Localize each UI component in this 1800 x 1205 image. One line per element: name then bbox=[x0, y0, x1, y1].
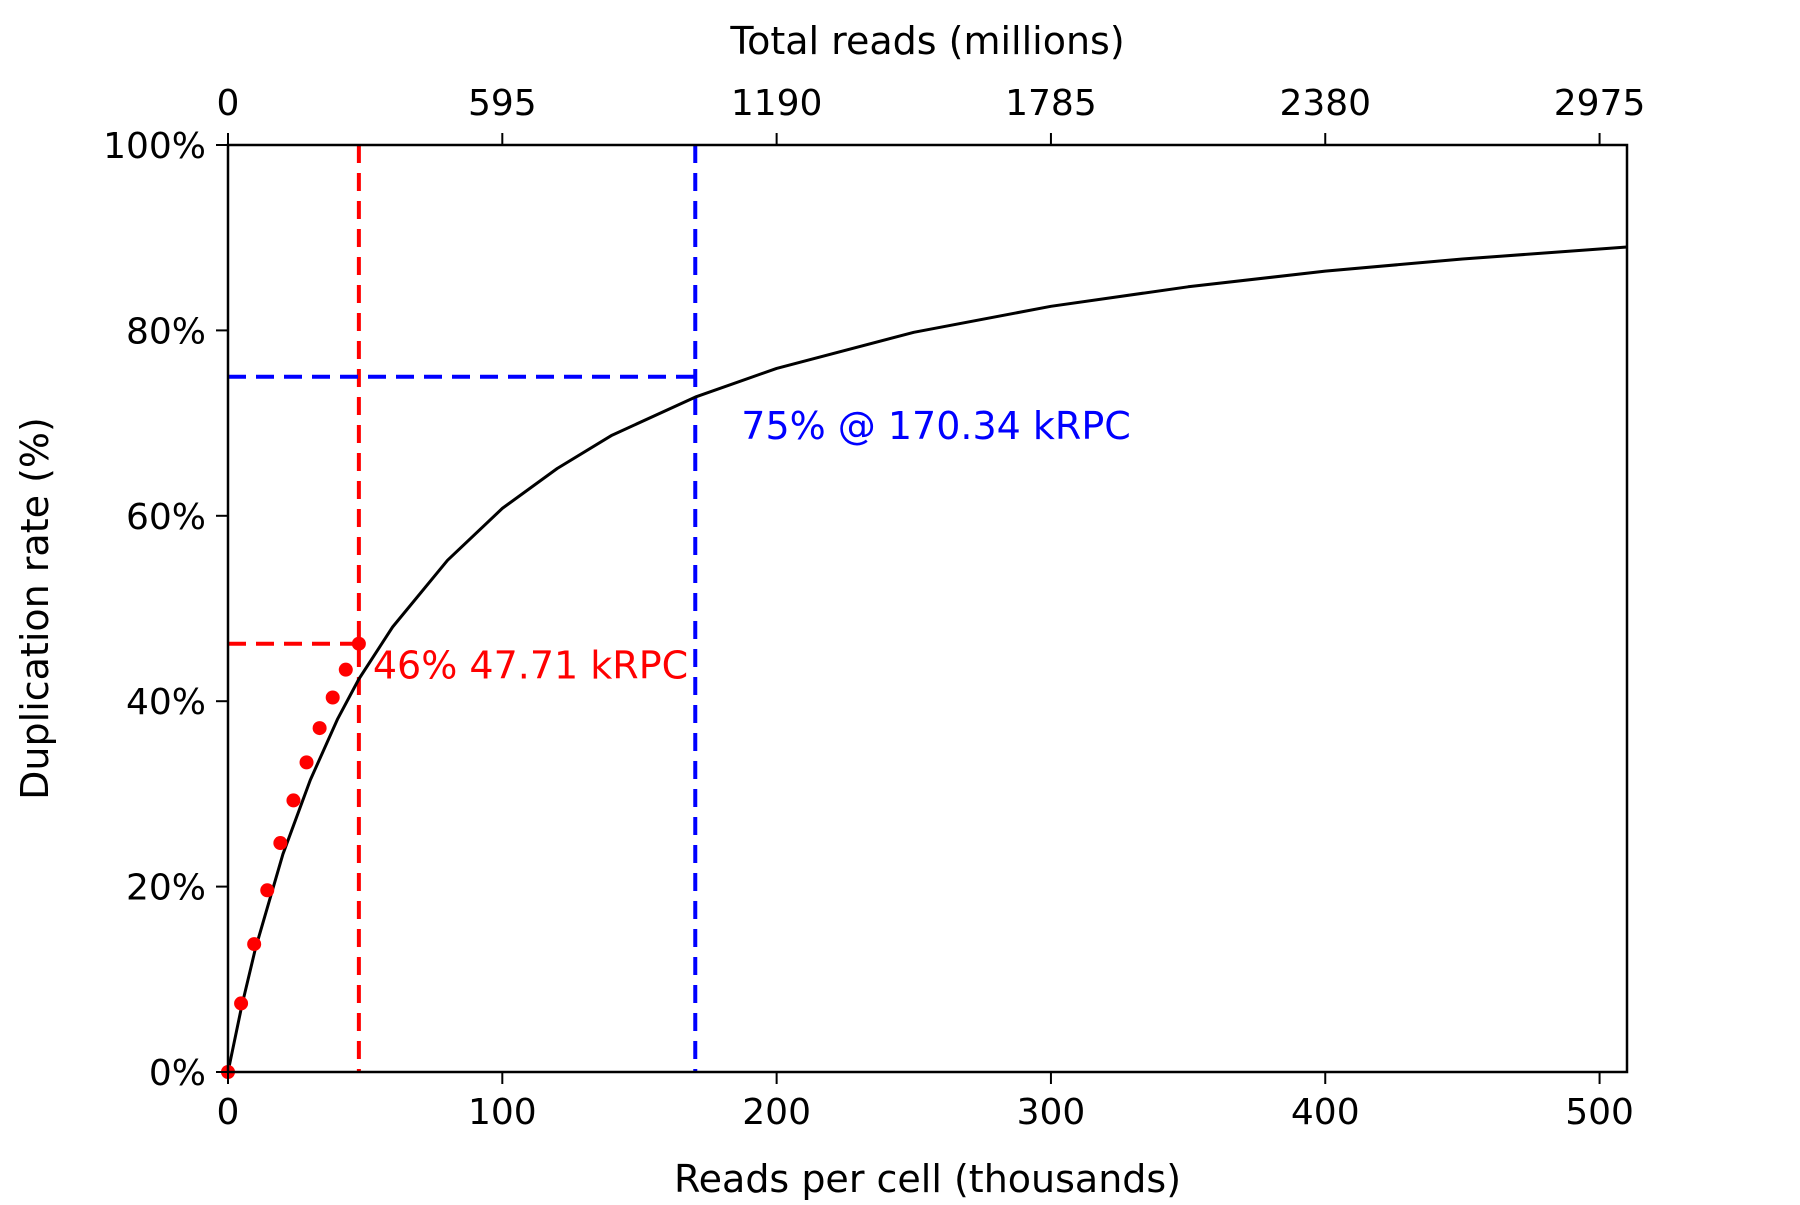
y-tick-label: 100% bbox=[103, 126, 206, 167]
annotations: 46% 47.71 kRPC 75% @ 170.34 kRPC bbox=[373, 404, 1131, 688]
top-tick-label: 595 bbox=[468, 83, 537, 124]
x-tick-label: 500 bbox=[1565, 1092, 1634, 1133]
top-tick-label: 1785 bbox=[1005, 83, 1097, 124]
axis-labels: Reads per cell (thousands) Total reads (… bbox=[13, 19, 1181, 1201]
y-axis-label: Duplication rate (%) bbox=[13, 417, 57, 800]
plot-frame bbox=[226, 143, 1629, 1074]
x-tick-label: 300 bbox=[1017, 1092, 1086, 1133]
top-tick-label: 0 bbox=[217, 83, 240, 124]
y-tick-label: 60% bbox=[126, 497, 206, 538]
y-tick-label: 80% bbox=[126, 311, 206, 352]
y-tick-label: 40% bbox=[126, 682, 206, 723]
y-tick-label: 20% bbox=[126, 868, 206, 909]
fitted-curve-line bbox=[226, 245, 1628, 1073]
x-axis-label: Reads per cell (thousands) bbox=[674, 1157, 1181, 1200]
observed-data-point bbox=[351, 636, 366, 651]
x-tick-label: 100 bbox=[468, 1092, 537, 1133]
observed-data-point bbox=[299, 755, 314, 770]
observed-data-point bbox=[273, 836, 288, 851]
observed-data-point bbox=[247, 937, 262, 952]
top-tick-label: 1190 bbox=[731, 83, 823, 124]
top-tick-label: 2380 bbox=[1279, 83, 1371, 124]
axes bbox=[226, 143, 1629, 1074]
observed-data-point bbox=[338, 662, 353, 677]
observed-annotation-label: 46% 47.71 kRPC bbox=[373, 644, 688, 688]
x-tick-label: 400 bbox=[1291, 1092, 1360, 1133]
observed-data-point bbox=[286, 793, 301, 808]
x-tick-label: 0 bbox=[217, 1092, 240, 1133]
reference-lines bbox=[228, 145, 698, 1072]
observed-data-point bbox=[234, 996, 249, 1011]
data-series bbox=[221, 245, 1628, 1079]
top-tick-label: 2975 bbox=[1554, 83, 1646, 124]
x-tick-label: 200 bbox=[742, 1092, 811, 1133]
top-axis-label: Total reads (millions) bbox=[729, 19, 1124, 63]
observed-data-point bbox=[325, 690, 340, 705]
observed-data-point bbox=[260, 883, 275, 898]
observed-data-point bbox=[312, 721, 327, 736]
y-tick-label: 0% bbox=[149, 1053, 206, 1094]
target-annotation-label: 75% @ 170.34 kRPC bbox=[741, 404, 1131, 448]
tick-marks-and-labels: 0 100 200 300 400 500 0 595 1190 1785 2380 2975 0% 20… bbox=[103, 83, 1645, 1133]
